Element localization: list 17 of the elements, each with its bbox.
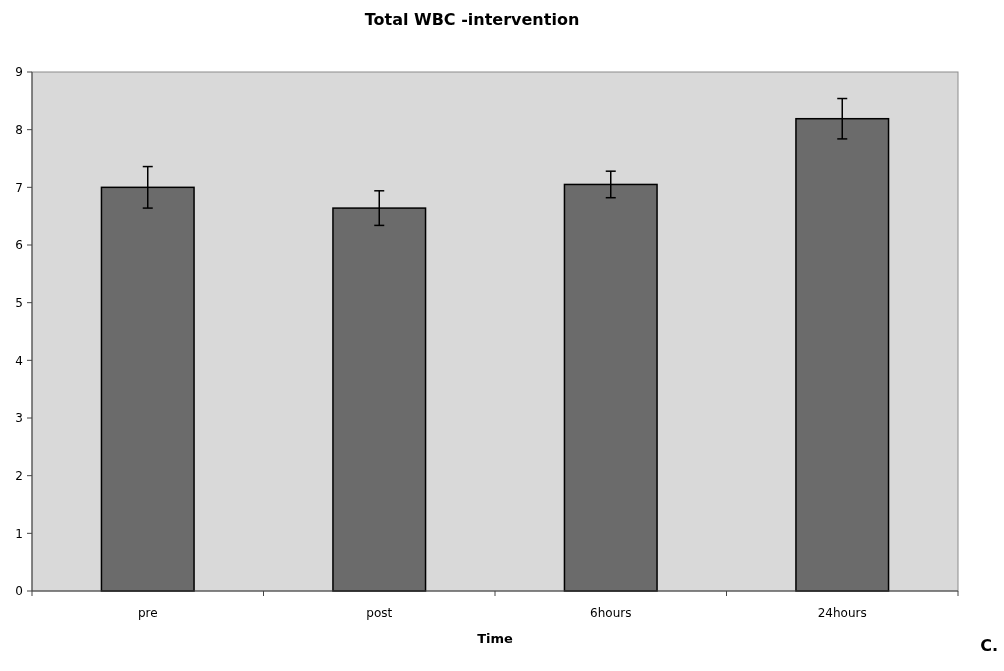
y-tick-label: 4	[15, 353, 23, 368]
y-tick-label: 6	[15, 238, 23, 253]
y-tick-label: 1	[15, 526, 23, 541]
x-tick-label: post	[366, 606, 393, 620]
y-tick-label: 3	[15, 411, 23, 426]
y-tick-label: 0	[15, 584, 23, 599]
x-tick-label: 6hours	[590, 606, 632, 620]
y-tick-label: 2	[15, 468, 23, 483]
x-axis-title: Time	[477, 631, 514, 646]
y-tick-label: 5	[15, 295, 23, 310]
y-tick-label: 8	[15, 122, 23, 137]
y-tick-label: 9	[15, 65, 23, 80]
chart-title: Total WBC -intervention	[364, 10, 580, 29]
x-tick-label: pre	[137, 606, 158, 620]
y-tick-label: 7	[15, 180, 23, 195]
text: C.	[980, 636, 998, 655]
x-tick-label: 24hours	[817, 606, 867, 620]
